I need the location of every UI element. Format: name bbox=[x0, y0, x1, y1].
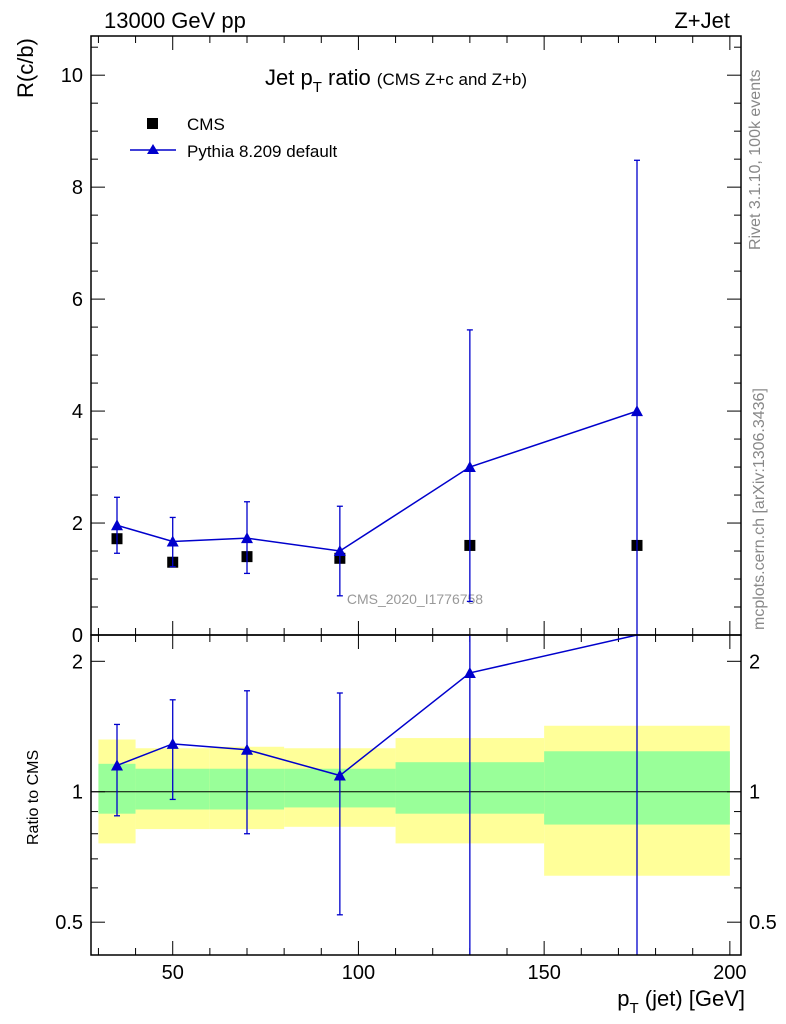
ratio-point bbox=[241, 743, 253, 755]
legend-pythia-marker bbox=[147, 144, 159, 154]
ratio-y-label: Ratio to CMS bbox=[25, 750, 42, 845]
x-tick-label: 150 bbox=[527, 962, 560, 984]
main-panel: 0 2 4 6 8 10 CMS_2020_I1776758 Jet pT ratio (C… bbox=[13, 35, 742, 647]
ratio-plot-frame bbox=[90, 634, 742, 956]
ratio-y-tick-label-left: 2 bbox=[72, 651, 83, 673]
header-energy: 13000 GeV pp bbox=[104, 8, 246, 33]
x-tick-label: 100 bbox=[342, 962, 375, 984]
rivet-label: Rivet 3.1.10, 100k events bbox=[747, 69, 764, 250]
x-tick-labels: 50 100 150 200 bbox=[162, 962, 747, 984]
x-label-p: p bbox=[617, 986, 629, 1011]
main-y-tick-label: 10 bbox=[61, 65, 83, 87]
ratio-point bbox=[333, 769, 346, 781]
legend: CMS Pythia 8.209 default bbox=[130, 115, 338, 161]
pythia-point bbox=[463, 461, 476, 473]
ratio-y-tick-label-left: 1 bbox=[72, 782, 83, 804]
main-y-tick-label: 0 bbox=[72, 625, 83, 647]
ratio-uncertainty-bands bbox=[98, 725, 730, 876]
legend-cms-marker bbox=[147, 118, 158, 129]
x-label-rest: (jet) [GeV] bbox=[639, 986, 745, 1011]
ratio-point bbox=[463, 666, 476, 678]
main-data-marks bbox=[111, 159, 643, 636]
ratio-axis-ticks bbox=[91, 635, 741, 955]
main-y-tick-label: 6 bbox=[72, 289, 83, 311]
main-y-tick-label: 8 bbox=[72, 177, 83, 199]
x-tick-label: 200 bbox=[713, 962, 746, 984]
x-label-sub: T bbox=[629, 1000, 638, 1017]
main-y-label: R(c/b) bbox=[13, 38, 38, 98]
ratio-point bbox=[166, 737, 179, 749]
legend-pythia-label: Pythia 8.209 default bbox=[187, 142, 338, 161]
ratio-panel: 0.5 0.5 1 1 2 2 50 100 150 200 Ratio to CMS pT (… bbox=[25, 634, 777, 1017]
pythia-point bbox=[241, 532, 253, 544]
main-title-p: Jet p bbox=[265, 65, 313, 90]
ratio-y-tick-labels: 0.5 0.5 1 1 2 2 bbox=[55, 651, 777, 934]
ratio-line bbox=[116, 634, 638, 777]
ratio-point bbox=[111, 759, 123, 771]
ratio-y-tick-label-right: 0.5 bbox=[749, 912, 777, 934]
pythia-point bbox=[631, 405, 643, 417]
main-y-tick-labels: 0 2 4 6 8 10 bbox=[61, 65, 83, 647]
pythia-point bbox=[111, 519, 123, 531]
x-tick-label: 50 bbox=[162, 962, 184, 984]
mcplots-label: mcplots.cern.ch [arXiv:1306.3436] bbox=[751, 388, 768, 630]
pythia-line bbox=[116, 410, 638, 552]
main-title-rest: ratio bbox=[322, 65, 371, 90]
pythia-point bbox=[333, 545, 346, 557]
main-title-sub: T bbox=[313, 79, 322, 96]
main-y-tick-label: 2 bbox=[72, 513, 83, 535]
ratio-y-tick-label-right: 1 bbox=[749, 782, 760, 804]
ratio-y-tick-label-right: 2 bbox=[749, 651, 760, 673]
pythia-point bbox=[166, 535, 179, 547]
legend-cms-label: CMS bbox=[187, 115, 225, 134]
ratio-y-tick-label-left: 0.5 bbox=[55, 912, 83, 934]
main-y-tick-label: 4 bbox=[72, 401, 83, 423]
main-watermark: CMS_2020_I1776758 bbox=[347, 591, 483, 607]
ratio-data-marks bbox=[111, 634, 638, 955]
header-process: Z+Jet bbox=[674, 8, 730, 33]
x-axis-label: pT (jet) [GeV] bbox=[617, 986, 745, 1017]
main-title: Jet pT ratio (CMS Z+c and Z+b) bbox=[265, 65, 527, 96]
main-title-small: (CMS Z+c and Z+b) bbox=[377, 70, 527, 89]
